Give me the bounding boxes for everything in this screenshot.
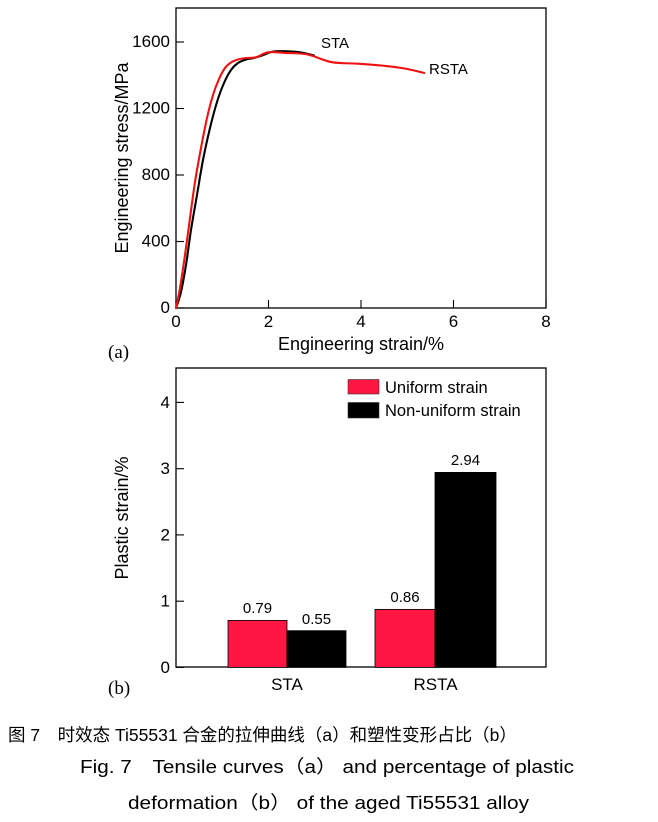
- svg-text:4: 4: [161, 393, 170, 412]
- svg-text:图 7 时效态 Ti55531 合金的拉伸曲线（a）和塑性变: 图 7 时效态 Ti55531 合金的拉伸曲线（a）和塑性变形占比（b）: [8, 725, 517, 745]
- svg-text:RSTA: RSTA: [413, 675, 458, 694]
- svg-text:1: 1: [161, 592, 170, 611]
- svg-text:Engineering strain/%: Engineering strain/%: [278, 334, 444, 354]
- svg-text:1200: 1200: [132, 99, 170, 118]
- svg-text:1600: 1600: [132, 32, 170, 51]
- svg-text:Non-uniform strain: Non-uniform strain: [385, 402, 521, 420]
- svg-text:6: 6: [449, 312, 458, 331]
- svg-text:deformation（b） of the aged Ti5: deformation（b） of the aged Ti55531 alloy: [128, 792, 530, 813]
- svg-text:400: 400: [142, 232, 170, 251]
- svg-text:0.86: 0.86: [390, 589, 419, 606]
- svg-text:2.94: 2.94: [451, 452, 480, 469]
- svg-text:STA: STA: [271, 675, 303, 694]
- svg-text:2: 2: [161, 525, 170, 544]
- svg-text:STA: STA: [321, 35, 349, 52]
- svg-text:Uniform strain: Uniform strain: [385, 379, 488, 397]
- svg-text:Fig. 7 Tensile curves（a） and p: Fig. 7 Tensile curves（a） and percentage …: [80, 756, 574, 777]
- svg-text:3: 3: [161, 459, 170, 478]
- svg-text:2: 2: [264, 312, 273, 331]
- svg-text:RSTA: RSTA: [429, 61, 468, 78]
- svg-text:0.79: 0.79: [243, 600, 272, 617]
- svg-text:4: 4: [356, 312, 365, 331]
- svg-text:800: 800: [142, 165, 170, 184]
- svg-text:0: 0: [161, 298, 170, 317]
- svg-text:0: 0: [171, 312, 180, 331]
- svg-text:Plastic strain/%: Plastic strain/%: [112, 456, 132, 579]
- svg-text:(b): (b): [108, 678, 130, 699]
- svg-text:Engineering stress/MPa: Engineering stress/MPa: [112, 61, 132, 253]
- svg-text:0: 0: [161, 658, 170, 677]
- svg-text:8: 8: [541, 312, 550, 331]
- svg-text:0.55: 0.55: [302, 611, 331, 628]
- svg-text:(a): (a): [108, 342, 129, 363]
